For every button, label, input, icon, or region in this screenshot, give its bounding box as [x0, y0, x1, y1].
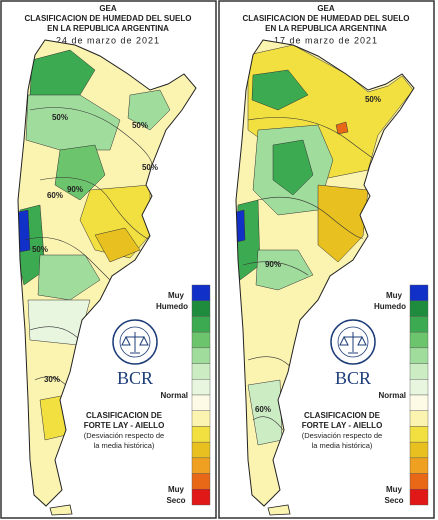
header-title: EN LA REPUBLICA ARGENTINA	[47, 24, 169, 33]
contour-line	[29, 326, 81, 341]
legend-swatch	[191, 457, 211, 474]
legend-swatch	[191, 489, 211, 506]
caption: (Desviación respecto de	[302, 431, 382, 440]
logo-seal-inner	[337, 326, 369, 358]
country-outline	[17, 39, 197, 507]
legend-swatch	[409, 379, 429, 396]
contour-label: 60%	[47, 191, 63, 200]
moisture-area	[272, 139, 314, 196]
caption: FORTE LAY - AIELLO	[84, 421, 165, 430]
legend-swatch	[409, 473, 429, 490]
legend-label: Humedo	[156, 302, 188, 311]
header-title: EN LA REPUBLICA ARGENTINA	[265, 24, 387, 33]
contour-label: 50%	[32, 245, 48, 254]
contour-label: 30%	[44, 375, 60, 384]
legend-swatch	[191, 473, 211, 490]
map-layers	[18, 49, 171, 441]
legend-swatch	[191, 347, 211, 364]
logo-scale	[121, 332, 149, 354]
moisture-area	[251, 69, 309, 111]
caption: CLASIFICACION DE	[86, 411, 163, 420]
header-title: CLASIFICACION DE HUMEDAD DEL SUELO	[243, 14, 410, 23]
legend-label: Muy	[386, 485, 403, 494]
contour-label: 50%	[52, 113, 68, 122]
moisture-area	[127, 89, 171, 131]
contour-label: 50%	[142, 163, 158, 172]
legend-label: Muy	[386, 291, 403, 300]
legend-swatch	[191, 331, 211, 349]
header-date: 24 de marzo de 2021	[56, 35, 160, 45]
contour-line	[242, 261, 309, 276]
legend-swatch	[409, 284, 429, 301]
map-layers	[236, 44, 414, 446]
contour-label: 50%	[365, 95, 381, 104]
contour-line	[257, 196, 364, 239]
legend-label: Seco	[384, 496, 403, 505]
moisture-area	[335, 121, 349, 135]
header-date: 17 de marzo de 2021	[274, 35, 378, 45]
moisture-area	[37, 254, 101, 301]
contour-line	[29, 107, 153, 171]
contour-line	[252, 416, 284, 431]
legend-label: Muy	[168, 291, 185, 300]
legend-swatch	[409, 316, 429, 333]
legend-swatch	[409, 331, 429, 349]
legend-label: Normal	[160, 391, 188, 400]
legend-swatch	[191, 441, 211, 459]
header-org: GEA	[99, 4, 117, 13]
country-outline	[235, 39, 415, 507]
moisture-area	[255, 249, 314, 291]
legend-swatch	[409, 426, 429, 443]
legend-swatch	[191, 410, 211, 427]
legend-swatch	[409, 489, 429, 506]
legend-swatch	[409, 457, 429, 474]
header-org: GEA	[317, 4, 335, 13]
legend-swatch	[409, 394, 429, 411]
caption: CLASIFICACION DE	[304, 411, 381, 420]
legend-swatch	[409, 363, 429, 380]
logo-text: BCR	[117, 368, 153, 388]
contour-label: 50%	[132, 121, 148, 130]
contour-line	[39, 177, 151, 241]
legend-label: Normal	[378, 391, 406, 400]
legend-swatch	[409, 410, 429, 427]
caption: la media histórica)	[312, 441, 373, 450]
legend-swatch	[191, 284, 211, 301]
legend-swatch	[191, 426, 211, 443]
moisture-area	[317, 184, 369, 263]
island	[49, 504, 73, 516]
legend-swatch	[191, 300, 211, 317]
header-title: CLASIFICACION DE HUMEDAD DEL SUELO	[25, 14, 192, 23]
logo-text: BCR	[335, 368, 371, 388]
legend-swatch	[191, 363, 211, 380]
legend-label: Muy	[168, 485, 185, 494]
legend-label: Seco	[166, 496, 185, 505]
moisture-area	[94, 227, 141, 263]
caption: (Desviación respecto de	[84, 431, 164, 440]
contour-label: 90%	[265, 260, 281, 269]
legend-swatch	[409, 300, 429, 317]
legend-swatch	[409, 347, 429, 364]
legend-swatch	[191, 379, 211, 396]
legend-swatch	[191, 394, 211, 411]
contour-label: 60%	[255, 405, 271, 414]
legend-label: Humedo	[374, 302, 406, 311]
moisture-area	[25, 94, 121, 151]
moisture-area	[54, 144, 106, 201]
island	[267, 504, 291, 516]
legend-swatch	[191, 316, 211, 333]
caption: FORTE LAY - AIELLO	[302, 421, 383, 430]
contour-label: 90%	[67, 185, 83, 194]
logo-seal-inner	[119, 326, 151, 358]
logo-scale	[339, 332, 367, 354]
legend-swatch	[409, 441, 429, 459]
caption: la media histórica)	[94, 441, 155, 450]
